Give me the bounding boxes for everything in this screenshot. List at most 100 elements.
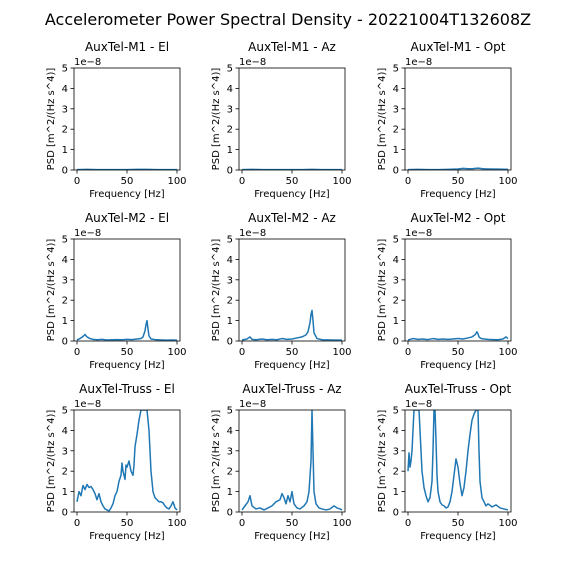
y-scale-label: 1e−8 xyxy=(74,228,101,239)
y-axis-label: PSD [m^2/(Hz s^4)] xyxy=(46,410,57,513)
x-tick-label: 50 xyxy=(286,347,299,358)
y-scale-label: 1e−8 xyxy=(239,399,266,410)
x-tick-label: 50 xyxy=(452,347,465,358)
x-axis-label: Frequency [Hz] xyxy=(420,360,496,371)
y-axis-label: PSD [m^2/(Hz s^4)] xyxy=(46,239,57,342)
x-tick-label: 0 xyxy=(74,176,80,187)
panel-auxtel-truss-el: 0 50 100 0 1 2 3 4 5 1e−8 AuxTel-Truss - El Frequen… xyxy=(46,382,187,542)
y-tick-label: 0 xyxy=(393,508,399,519)
panel-title: AuxTel-M1 - El xyxy=(85,40,169,54)
y-scale-label: 1e−8 xyxy=(239,57,266,68)
y-tick-label: 2 xyxy=(227,467,233,478)
y-tick-label: 4 xyxy=(227,84,233,95)
y-axis-label: PSD [m^2/(Hz s^4)] xyxy=(211,410,222,513)
y-tick-label: 1 xyxy=(393,487,399,498)
y-axis-label: PSD [m^2/(Hz s^4)] xyxy=(46,68,57,171)
y-tick-label: 4 xyxy=(62,84,68,95)
x-tick-label: 0 xyxy=(74,518,80,529)
y-tick-label: 4 xyxy=(62,255,68,266)
y-tick-label: 1 xyxy=(393,145,399,156)
y-tick-label: 3 xyxy=(227,275,233,286)
y-tick-label: 4 xyxy=(62,426,68,437)
panel-title: AuxTel-Truss - Az xyxy=(242,382,341,396)
y-tick-label: 0 xyxy=(393,166,399,177)
x-axis-label: Frequency [Hz] xyxy=(420,531,496,542)
x-tick-label: 0 xyxy=(74,347,80,358)
panel-auxtel-m1-opt: 0 50 100 0 1 2 3 4 5 1e−8 AuxTel-M1 - Opt Frequency… xyxy=(377,40,518,200)
series-line xyxy=(407,331,509,341)
x-tick-label: 50 xyxy=(121,176,134,187)
x-tick-label: 50 xyxy=(286,518,299,529)
x-tick-label: 100 xyxy=(167,347,186,358)
x-tick-label: 50 xyxy=(452,518,465,529)
y-tick-label: 4 xyxy=(393,426,399,437)
panel-auxtel-m2-opt: 0 50 100 0 1 2 3 4 5 1e−8 AuxTel-M2 - Opt Frequency… xyxy=(377,211,518,371)
x-tick-label: 100 xyxy=(498,176,517,187)
panel-title: AuxTel-M1 - Opt xyxy=(411,40,506,54)
y-tick-label: 5 xyxy=(62,235,68,246)
panel-auxtel-m2-az: 0 50 100 0 1 2 3 4 5 1e−8 AuxTel-M2 - Az Frequency … xyxy=(211,211,352,371)
x-axis-label: Frequency [Hz] xyxy=(420,189,496,200)
y-tick-label: 1 xyxy=(227,145,233,156)
y-tick-label: 2 xyxy=(62,125,68,136)
panel-title: AuxTel-M2 - Opt xyxy=(411,211,506,225)
y-tick-label: 3 xyxy=(393,446,399,457)
x-tick-label: 100 xyxy=(332,347,351,358)
y-axis-label: PSD [m^2/(Hz s^4)] xyxy=(377,410,388,513)
y-tick-label: 0 xyxy=(62,508,68,519)
x-tick-label: 100 xyxy=(167,176,186,187)
y-tick-label: 4 xyxy=(227,426,233,437)
y-tick-label: 0 xyxy=(227,337,233,348)
x-axis-label: Frequency [Hz] xyxy=(254,531,330,542)
y-tick-label: 2 xyxy=(227,125,233,136)
y-tick-label: 0 xyxy=(393,337,399,348)
x-tick-label: 0 xyxy=(239,518,245,529)
series-line xyxy=(241,309,343,341)
y-tick-label: 5 xyxy=(393,235,399,246)
y-tick-label: 5 xyxy=(62,406,68,417)
panel-auxtel-truss-az: 0 50 100 0 1 2 3 4 5 1e−8 AuxTel-Truss - Az Frequen… xyxy=(211,382,352,542)
x-tick-label: 50 xyxy=(121,347,134,358)
y-scale-label: 1e−8 xyxy=(239,228,266,239)
y-tick-label: 2 xyxy=(393,467,399,478)
y-tick-label: 5 xyxy=(393,406,399,417)
panel-title: AuxTel-M2 - El xyxy=(85,211,169,225)
panel-title: AuxTel-Truss - Opt xyxy=(405,382,512,396)
x-tick-label: 100 xyxy=(498,518,517,529)
y-tick-label: 0 xyxy=(227,166,233,177)
series-line xyxy=(407,410,509,511)
y-scale-label: 1e−8 xyxy=(405,228,432,239)
x-axis-label: Frequency [Hz] xyxy=(89,360,165,371)
x-tick-label: 0 xyxy=(239,347,245,358)
y-tick-label: 3 xyxy=(62,446,68,457)
y-axis-label: PSD [m^2/(Hz s^4)] xyxy=(211,239,222,342)
x-tick-label: 100 xyxy=(332,176,351,187)
y-tick-label: 1 xyxy=(227,487,233,498)
x-tick-label: 50 xyxy=(286,176,299,187)
series-line xyxy=(241,410,343,511)
series-line xyxy=(76,319,178,341)
series-line xyxy=(76,410,178,512)
y-tick-label: 3 xyxy=(393,275,399,286)
x-tick-label: 0 xyxy=(405,518,411,529)
y-tick-label: 0 xyxy=(62,337,68,348)
y-axis-label: PSD [m^2/(Hz s^4)] xyxy=(377,239,388,342)
figure-title: Accelerometer Power Spectral Density - 2… xyxy=(45,10,531,29)
y-tick-label: 2 xyxy=(62,467,68,478)
y-tick-label: 1 xyxy=(393,316,399,327)
x-tick-label: 50 xyxy=(121,518,134,529)
y-tick-label: 1 xyxy=(227,316,233,327)
y-tick-label: 3 xyxy=(62,104,68,115)
panel-title: AuxTel-M1 - Az xyxy=(248,40,336,54)
y-scale-label: 1e−8 xyxy=(74,57,101,68)
x-tick-label: 100 xyxy=(498,347,517,358)
y-tick-label: 2 xyxy=(393,125,399,136)
y-tick-label: 3 xyxy=(227,446,233,457)
x-tick-label: 0 xyxy=(405,347,411,358)
y-axis-label: PSD [m^2/(Hz s^4)] xyxy=(377,68,388,171)
y-tick-label: 5 xyxy=(227,235,233,246)
x-tick-label: 50 xyxy=(452,176,465,187)
x-axis-label: Frequency [Hz] xyxy=(89,189,165,200)
